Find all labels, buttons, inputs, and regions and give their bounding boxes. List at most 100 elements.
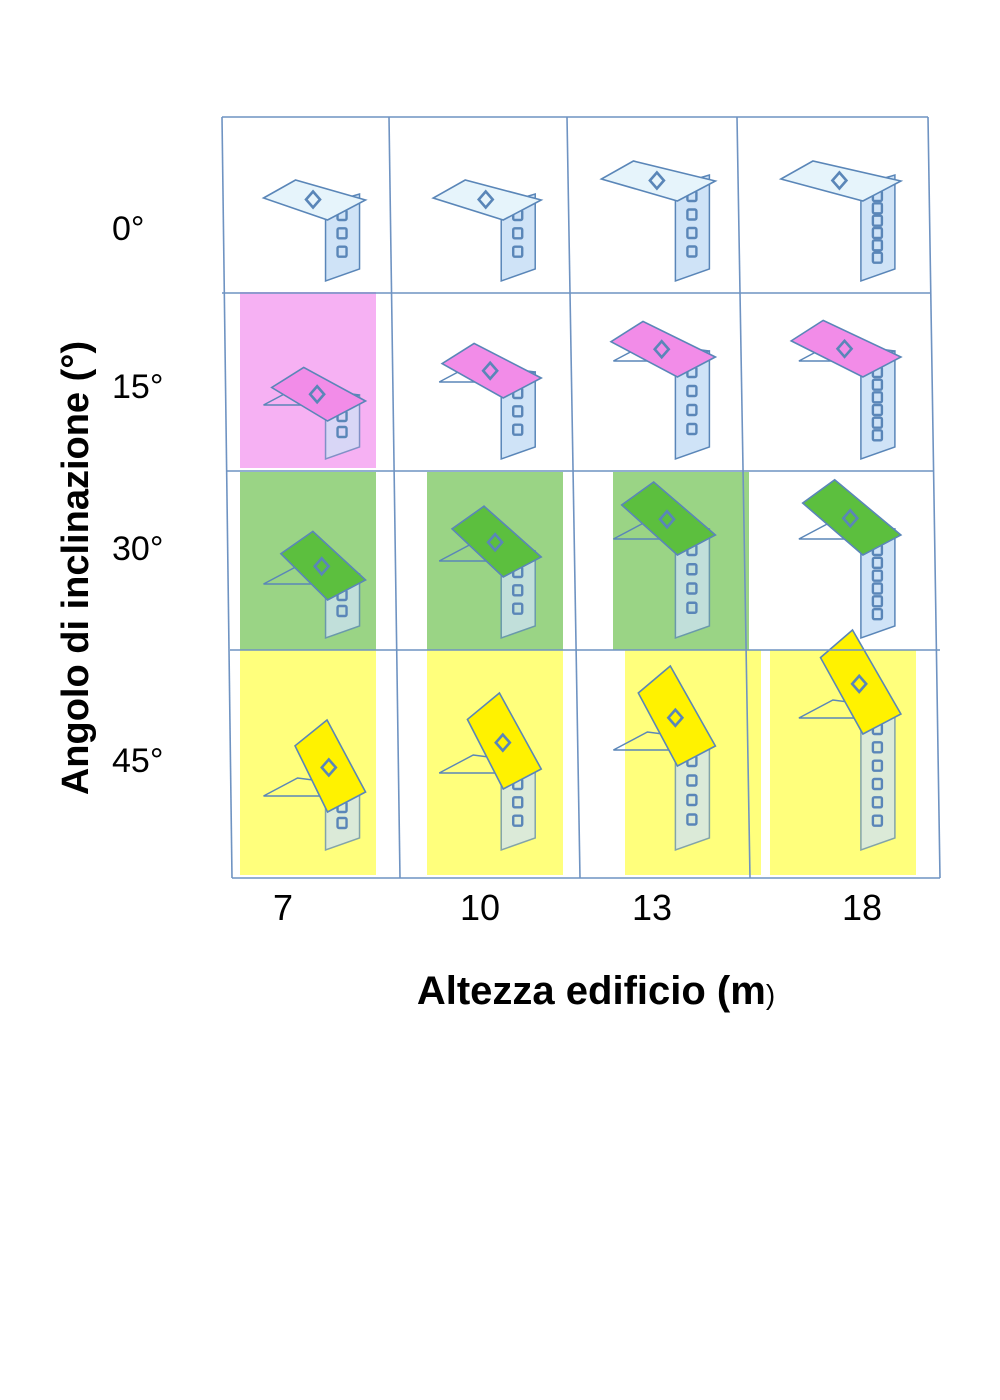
cell-0deg-13m-skylight — [648, 170, 666, 191]
cell-30deg-18m-building — [798, 478, 903, 640]
cell-15deg-18m-skylight — [835, 338, 854, 359]
cell-30deg-13m-window — [686, 601, 698, 614]
cell-30deg-13m-window — [686, 582, 698, 595]
row-label-0: 0° — [112, 210, 145, 248]
cell-0deg-10m-skylight — [476, 189, 495, 210]
x-axis-title-main: Altezza edificio (m — [417, 969, 766, 1013]
cell-30deg-18m-roof-panel — [801, 478, 903, 556]
cell-30deg-18m-window — [871, 569, 884, 582]
cell-45deg-7m-roof-panel — [294, 718, 367, 814]
grid-vertical-line-1 — [388, 116, 401, 879]
column-label-18: 18 — [842, 887, 882, 928]
row-label-30: 30° — [112, 530, 163, 568]
cell-0deg-13m-window — [686, 208, 698, 221]
cell-0deg-7m-skylight — [304, 189, 322, 210]
cell-15deg-7m-window — [336, 425, 348, 439]
grid-vertical-line-4 — [927, 116, 941, 879]
column-label-10: 10 — [460, 887, 500, 928]
cell-30deg-18m-skylight — [841, 508, 860, 529]
cell-15deg-18m-roof-panel — [789, 319, 903, 378]
cell-15deg-18m-window — [871, 391, 884, 404]
column-label-13: 13 — [632, 887, 672, 928]
cell-15deg-10m-window — [512, 423, 524, 436]
cell-45deg-18m-roof-panel — [819, 628, 903, 736]
cell-0deg-13m-window — [686, 226, 698, 240]
cell-45deg-10m-roof-panel — [466, 691, 543, 791]
grid-vertical-line-2 — [566, 116, 581, 879]
cell-30deg-10m-skylight — [486, 532, 504, 553]
cell-30deg-13m-roof-panel — [620, 480, 717, 556]
cell-15deg-10m-window — [512, 405, 524, 418]
cell-15deg-7m-building — [263, 366, 368, 461]
cell-45deg-10m-window — [512, 814, 524, 827]
cell-15deg-13m-window — [686, 384, 698, 398]
cell-45deg-13m-window — [686, 774, 698, 787]
row-label-15: 15° — [112, 368, 163, 406]
grid-vertical-line-0 — [221, 116, 233, 879]
cell-45deg-10m-skylight — [494, 732, 512, 753]
cell-45deg-13m-roof-panel — [637, 664, 717, 768]
cell-0deg-7m-building — [261, 179, 368, 283]
cell-30deg-7m-roof-panel — [279, 530, 367, 601]
y-axis-title: Angolo di inclinazione (°) — [55, 341, 97, 795]
grid — [221, 116, 941, 879]
row-label-45: 45° — [112, 742, 163, 780]
cell-0deg-18m-window — [871, 239, 884, 252]
cell-45deg-18m-window — [871, 759, 884, 772]
cell-15deg-10m-building — [438, 342, 543, 461]
cell-0deg-7m-roof-panel — [261, 179, 368, 221]
buildings-layer — [261, 160, 904, 852]
cell-0deg-10m-roof-panel — [431, 179, 544, 221]
cell-45deg-18m-building — [798, 628, 903, 852]
cell-45deg-18m-window — [871, 796, 884, 809]
cell-45deg-7m-window — [336, 816, 348, 830]
cell-30deg-7m-skylight — [312, 556, 331, 577]
cell-45deg-13m-skylight — [666, 707, 685, 728]
cell-45deg-18m-skylight — [850, 673, 868, 694]
cell-0deg-18m-window — [871, 202, 884, 215]
cell-15deg-13m-window — [686, 422, 698, 436]
column-label-7: 7 — [273, 887, 293, 928]
cell-30deg-13m-skylight — [658, 509, 676, 530]
cell-15deg-7m-skylight — [308, 384, 326, 405]
cell-0deg-13m-window — [686, 245, 698, 258]
cell-0deg-18m-window — [871, 226, 884, 240]
cell-45deg-10m-building — [438, 691, 543, 852]
cell-30deg-18m-window — [871, 582, 884, 595]
cell-15deg-13m-building — [609, 320, 718, 461]
cell-0deg-7m-window — [336, 227, 348, 240]
cell-0deg-10m-window — [512, 245, 524, 258]
cell-15deg-18m-building — [789, 319, 903, 461]
x-axis-title-close: ) — [766, 979, 775, 1010]
cell-45deg-10m-window — [512, 796, 524, 809]
cell-15deg-13m-skylight — [652, 339, 671, 360]
cell-0deg-18m-roof-panel — [778, 160, 904, 202]
cell-45deg-13m-window — [686, 813, 698, 826]
cell-30deg-10m-window — [512, 602, 524, 615]
cell-0deg-18m-window — [871, 251, 884, 264]
cell-30deg-18m-window — [871, 556, 884, 570]
cell-15deg-13m-roof-panel — [609, 320, 718, 378]
cell-15deg-18m-window — [871, 403, 884, 417]
cell-15deg-10m-skylight — [481, 360, 499, 381]
cell-15deg-10m-roof-panel — [440, 342, 543, 399]
cell-30deg-18m-window — [871, 595, 884, 608]
cell-30deg-7m-building — [263, 530, 367, 640]
cell-15deg-13m-window — [686, 403, 698, 417]
cell-45deg-13m-window — [686, 793, 698, 807]
cell-15deg-18m-window — [871, 429, 884, 442]
cell-15deg-18m-window — [871, 416, 884, 429]
cell-45deg-18m-window — [871, 814, 884, 827]
cell-30deg-13m-window — [686, 563, 698, 576]
grid-vertical-line-3 — [736, 116, 751, 879]
cell-0deg-18m-building — [778, 160, 904, 283]
cell-0deg-13m-building — [599, 160, 718, 283]
cell-30deg-10m-roof-panel — [450, 505, 543, 578]
cell-30deg-18m-window — [871, 607, 884, 621]
cell-0deg-13m-roof-panel — [599, 160, 718, 202]
cell-0deg-18m-skylight — [830, 170, 849, 191]
cell-0deg-10m-building — [431, 179, 544, 283]
cell-0deg-10m-window — [512, 227, 524, 240]
cell-30deg-13m-building — [613, 480, 717, 640]
